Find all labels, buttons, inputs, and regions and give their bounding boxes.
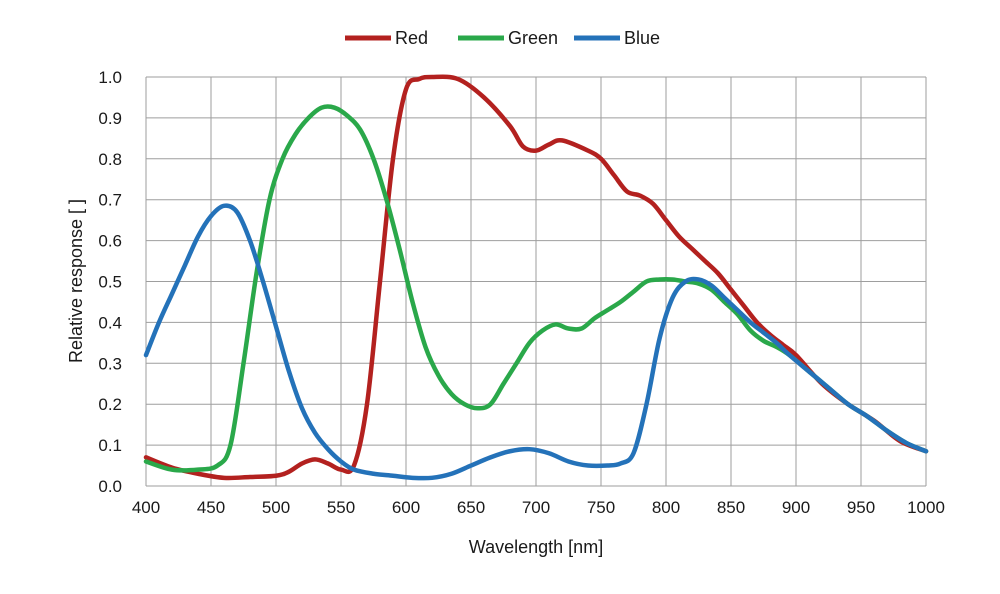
x-tick-label-1000: 1000 (907, 498, 945, 517)
y-tick-label-0.7: 0.7 (98, 191, 122, 210)
y-axis-title: Relative response [ ] (66, 199, 86, 363)
x-tick-label-600: 600 (392, 498, 420, 517)
legend-label-green: Green (508, 28, 558, 48)
x-tick-label-950: 950 (847, 498, 875, 517)
y-tick-label-0.8: 0.8 (98, 150, 122, 169)
x-axis-ticks: 400 450 500 550 600 650 700 750 800 850 900 950 1000 (132, 498, 945, 517)
x-tick-label-400: 400 (132, 498, 160, 517)
x-tick-label-550: 550 (327, 498, 355, 517)
x-tick-label-700: 700 (522, 498, 550, 517)
y-tick-label-1.0: 1.0 (98, 68, 122, 87)
y-tick-label-0.2: 0.2 (98, 395, 122, 414)
series-line-blue (143, 203, 929, 481)
x-tick-label-650: 650 (457, 498, 485, 517)
x-tick-label-900: 900 (782, 498, 810, 517)
y-axis-ticks: 0.0 0.1 0.2 0.3 0.4 0.5 0.6 0.7 0.8 0.9 1.0 (98, 68, 122, 496)
legend: Red Green Blue (345, 28, 660, 48)
y-tick-label-0.6: 0.6 (98, 232, 122, 251)
series-lines (143, 74, 929, 481)
x-axis-title: Wavelength [nm] (469, 537, 603, 557)
x-tick-label-500: 500 (262, 498, 290, 517)
legend-label-blue: Blue (624, 28, 660, 48)
x-tick-label-750: 750 (587, 498, 615, 517)
y-tick-label-0.1: 0.1 (98, 436, 122, 455)
y-tick-label-0.0: 0.0 (98, 477, 122, 496)
grid (145, 76, 927, 487)
x-tick-label-850: 850 (717, 498, 745, 517)
legend-label-red: Red (395, 28, 428, 48)
y-tick-label-0.5: 0.5 (98, 273, 122, 292)
y-tick-label-0.3: 0.3 (98, 354, 122, 373)
y-tick-label-0.9: 0.9 (98, 109, 122, 128)
series-line-green (143, 104, 929, 473)
x-tick-label-450: 450 (197, 498, 225, 517)
series-line-red (143, 74, 929, 481)
y-tick-label-0.4: 0.4 (98, 313, 122, 332)
x-tick-label-800: 800 (652, 498, 680, 517)
